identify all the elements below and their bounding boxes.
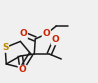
Text: O: O bbox=[42, 29, 50, 39]
Text: S: S bbox=[2, 43, 8, 52]
Text: O: O bbox=[18, 65, 26, 75]
Text: O: O bbox=[19, 29, 27, 39]
Text: O: O bbox=[51, 36, 59, 44]
